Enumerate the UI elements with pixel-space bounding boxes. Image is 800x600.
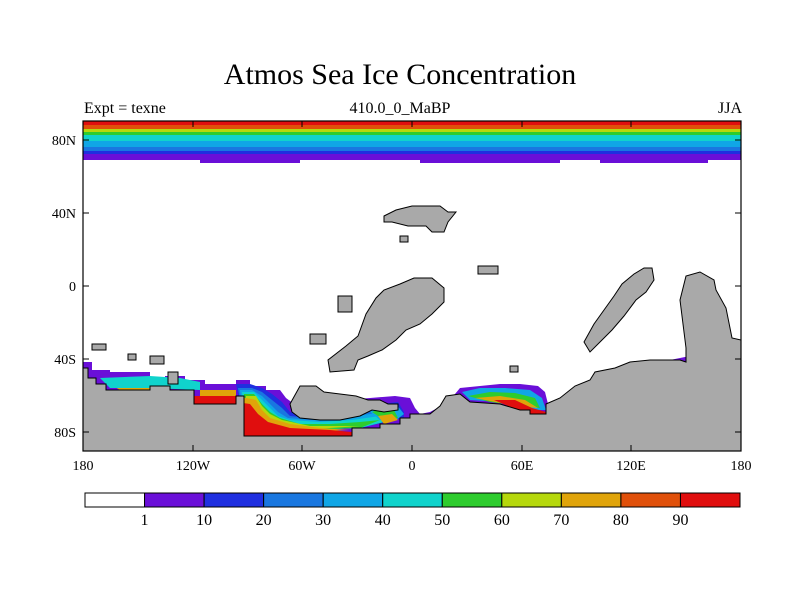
landmass-islet-7 xyxy=(149,355,165,365)
lat-label-80s: 80S xyxy=(54,426,76,441)
landmass-islet-3 xyxy=(337,295,353,313)
colorbar-box-8 xyxy=(560,492,622,508)
lon-label-120w: 120W xyxy=(176,459,211,474)
arctic-ice-band-20 xyxy=(83,151,741,154)
colorbar-label-90: 90 xyxy=(672,512,688,529)
landmass-islet-1 xyxy=(399,235,409,243)
landmass-mid-atlantic xyxy=(289,385,399,421)
southern-ice-90 xyxy=(194,396,352,436)
lon-label-60e: 60E xyxy=(511,459,534,474)
lat-label-40n: 40N xyxy=(52,207,76,222)
arctic-ice-band-50 xyxy=(83,135,741,141)
arctic-ice-band-70 xyxy=(83,129,741,132)
colorbar-box-4 xyxy=(322,492,384,508)
arctic-ice-band-30 xyxy=(83,147,741,151)
colorbar-box-5 xyxy=(382,492,443,508)
landmass-north-island xyxy=(383,205,458,233)
colorbar-label-1: 1 xyxy=(141,512,149,529)
colorbar-box-0 xyxy=(84,492,146,508)
colorbar-box-2 xyxy=(203,492,265,508)
southern-ice-atlantic-80 xyxy=(378,414,398,424)
landmass-islet-4 xyxy=(309,333,327,345)
colorbar-box-7 xyxy=(501,492,562,508)
lat-label-0: 0 xyxy=(69,280,76,295)
map-title: Atmos Sea Ice Concentration xyxy=(223,58,577,91)
colorbar-box-6 xyxy=(441,492,503,508)
colorbar-label-70: 70 xyxy=(553,512,569,529)
colorbar-box-9 xyxy=(620,492,681,508)
landmass-east-strip xyxy=(583,267,655,353)
colorbar-label-50: 50 xyxy=(434,512,450,529)
experiment-label: Expt = texne xyxy=(84,100,166,117)
lon-label-0: 0 xyxy=(409,459,416,474)
landmass-islet-9 xyxy=(167,371,179,385)
colorbar-label-80: 80 xyxy=(613,512,629,529)
landmass-south xyxy=(83,271,741,451)
colorbar-box-1 xyxy=(144,492,205,508)
landmass-islet-2 xyxy=(477,265,499,275)
arctic-ice-band-1 xyxy=(83,154,741,163)
colorbar: 1 10 20 30 40 50 60 70 80 90 xyxy=(84,492,741,529)
colorbar-box-10 xyxy=(679,492,741,508)
southern-ice-indian-90 xyxy=(494,400,546,414)
lat-label-40s: 40S xyxy=(54,353,76,368)
lon-axis xyxy=(192,121,632,451)
colorbar-label-20: 20 xyxy=(256,512,272,529)
colorbar-box-3 xyxy=(263,492,324,508)
arctic-ice-band-60 xyxy=(83,132,741,135)
colorbar-label-30: 30 xyxy=(315,512,331,529)
landmass-islet-5 xyxy=(91,343,107,351)
landmass-islet-6 xyxy=(127,353,137,361)
landmass-north-continent xyxy=(327,277,445,373)
lon-label-180w: 180 xyxy=(73,459,94,474)
colorbar-label-60: 60 xyxy=(494,512,510,529)
map-field xyxy=(83,121,741,451)
season-label: JJA xyxy=(717,100,742,117)
colorbar-label-10: 10 xyxy=(196,512,212,529)
lon-label-180e: 180 xyxy=(731,459,752,474)
time-label: 410.0_0_MaBP xyxy=(349,100,451,117)
lon-label-120e: 120E xyxy=(616,459,646,474)
colorbar-label-40: 40 xyxy=(375,512,391,529)
lon-label-60w: 60W xyxy=(288,459,316,474)
lat-axis xyxy=(83,139,741,433)
lat-label-80n: 80N xyxy=(52,134,76,149)
arctic-ice-band-40 xyxy=(83,141,741,147)
landmass-islet-8 xyxy=(509,365,519,373)
